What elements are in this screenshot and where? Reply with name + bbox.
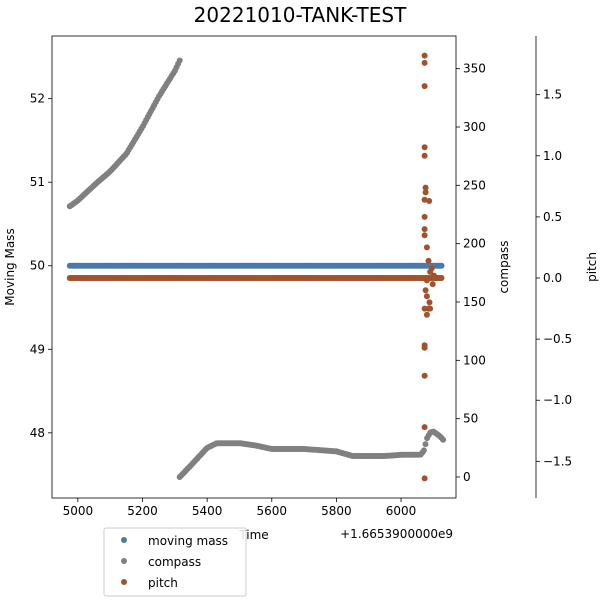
data-point	[421, 213, 428, 220]
data-point	[423, 311, 430, 318]
data-point	[421, 232, 428, 239]
x-offset-label: +1.6653900000e9	[340, 527, 453, 541]
data-point	[426, 299, 433, 306]
data-point	[429, 281, 436, 288]
data-point	[423, 293, 430, 300]
data-point	[421, 59, 428, 66]
data-point	[422, 189, 429, 196]
series-compass	[66, 57, 447, 480]
series-pitch	[66, 52, 445, 482]
legend-marker-pitch	[121, 579, 127, 585]
compass-tick-label: 350	[463, 62, 486, 76]
data-point	[421, 144, 428, 151]
plot-area	[66, 52, 447, 482]
pitch-tick-label: −1.5	[543, 454, 572, 468]
pitch-tick-label: 1.0	[543, 149, 562, 163]
data-point	[421, 52, 428, 59]
x-tick-label: 6000	[386, 504, 417, 518]
pitch-axis-label: pitch	[585, 252, 599, 282]
pitch-axis-ticks: −1.5 −1.0 −0.5 0.0 0.5 1.0 1.5	[536, 88, 572, 468]
data-point	[423, 277, 430, 284]
pitch-tick-label: 1.5	[543, 88, 562, 102]
x-tick-label: 5200	[127, 504, 158, 518]
data-point	[423, 244, 430, 251]
x-tick-label: 5800	[321, 504, 352, 518]
legend-label-moving-mass: moving mass	[148, 534, 228, 548]
compass-tick-label: 250	[463, 178, 486, 192]
pitch-tick-label: −1.0	[543, 393, 572, 407]
left-tick-label: 48	[30, 426, 45, 440]
left-tick-label: 51	[30, 175, 45, 189]
compass-axis-ticks: 0 50 100 150 200 250 300 350	[456, 62, 486, 484]
left-axis-ticks: 48 49 50 51 52	[30, 92, 52, 440]
data-point	[422, 287, 429, 294]
data-point	[421, 152, 428, 159]
x-tick-label: 5000	[63, 504, 94, 518]
compass-tick-label: 150	[463, 295, 486, 309]
data-point	[421, 475, 428, 482]
legend-label-compass: compass	[148, 555, 201, 569]
x-axis-ticks: 5000 5200 5400 5600 5800 6000	[63, 498, 417, 518]
x-tick-label: 5400	[192, 504, 223, 518]
pitch-tick-label: 0.5	[543, 210, 562, 224]
compass-tick-label: 300	[463, 120, 486, 134]
data-point	[176, 57, 183, 64]
compass-tick-label: 50	[463, 412, 478, 426]
x-tick-label: 5600	[257, 504, 288, 518]
legend-label-pitch: pitch	[148, 576, 178, 590]
data-point	[427, 268, 434, 275]
pitch-tick-label: −0.5	[543, 332, 572, 346]
data-point	[440, 436, 447, 443]
data-point	[426, 198, 433, 204]
data-point	[421, 196, 428, 203]
data-point	[421, 372, 428, 379]
data-point	[421, 226, 428, 233]
legend-marker-moving-mass	[121, 537, 127, 543]
data-point	[433, 275, 440, 281]
compass-axis-label: compass	[497, 240, 511, 293]
data-point	[438, 275, 445, 281]
data-point	[438, 262, 445, 269]
data-point	[421, 83, 428, 90]
data-point	[425, 257, 432, 264]
plot-frame	[51, 35, 457, 499]
legend: moving mass compass pitch	[103, 527, 247, 597]
data-point	[421, 344, 428, 351]
pitch-tick-label: 0.0	[543, 271, 562, 285]
left-axis-label: Moving Mass	[3, 228, 17, 305]
left-tick-label: 52	[30, 92, 45, 106]
legend-marker-compass	[121, 558, 127, 564]
left-tick-label: 49	[30, 342, 45, 356]
legend-box	[103, 527, 247, 597]
compass-tick-label: 0	[463, 470, 471, 484]
data-point	[422, 184, 429, 191]
data-point	[421, 424, 428, 431]
data-point	[427, 305, 434, 312]
data-point	[422, 441, 429, 448]
series-moving-mass	[66, 262, 445, 269]
compass-tick-label: 200	[463, 237, 486, 251]
left-tick-label: 50	[30, 259, 45, 273]
chart-title: 20221010-TANK-TEST	[194, 3, 407, 27]
compass-tick-label: 100	[463, 353, 486, 367]
data-point	[420, 447, 427, 454]
